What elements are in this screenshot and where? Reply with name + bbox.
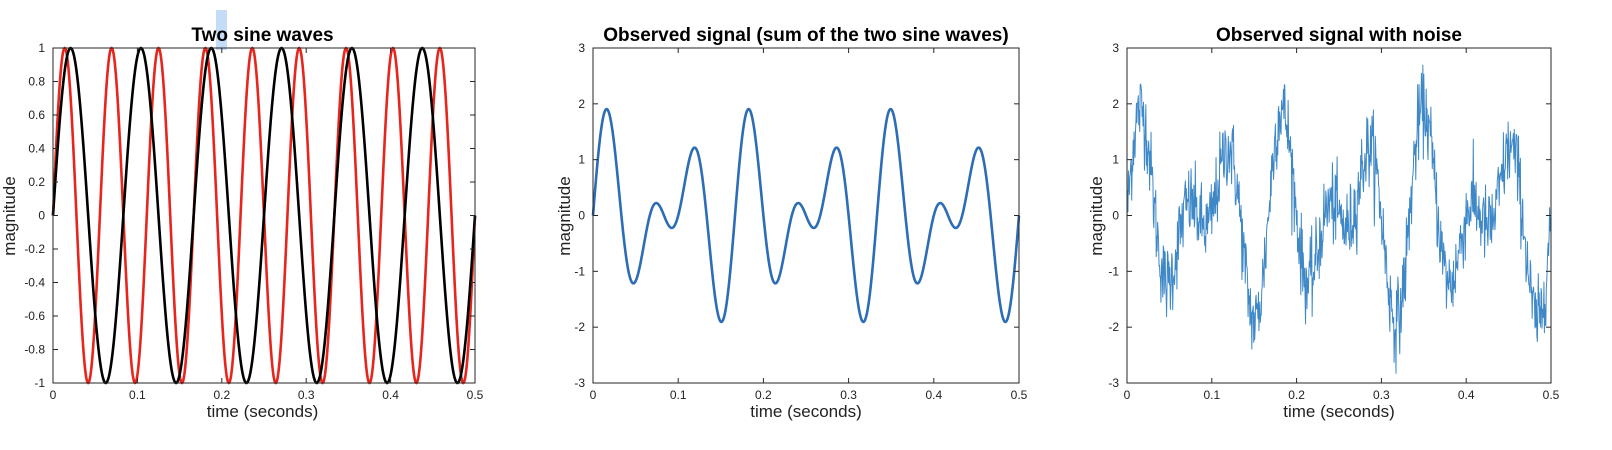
y-tick-label: -3	[1108, 376, 1119, 390]
y-tick-label: -0.8	[24, 343, 45, 357]
y-axis-label: magnitude	[555, 176, 574, 255]
x-axis-label: time (seconds)	[1283, 402, 1394, 421]
y-tick-label: -2	[1108, 320, 1119, 334]
y-tick-label: 1	[578, 153, 585, 167]
y-tick-label: -0.4	[24, 276, 45, 290]
y-tick-label: -1	[1108, 264, 1119, 278]
y-tick-label: 0.6	[28, 108, 45, 122]
x-tick-label: 0.2	[1288, 388, 1305, 402]
x-tick-label: 0	[50, 388, 57, 402]
chart-title: Two sine waves	[191, 25, 333, 46]
selection-highlight	[216, 10, 227, 50]
x-tick-label: 0.4	[1458, 388, 1475, 402]
x-tick-label: 0.2	[755, 388, 772, 402]
x-tick-label: 0.5	[467, 388, 484, 402]
x-tick-label: 0.1	[1203, 388, 1220, 402]
y-tick-label: -0.2	[24, 242, 45, 256]
chart-title: Observed signal with noise	[1216, 25, 1462, 46]
x-tick-label: 0.5	[1011, 388, 1028, 402]
y-tick-label: -1	[34, 376, 45, 390]
y-tick-label: 0.2	[28, 175, 45, 189]
x-tick-label: 0.5	[1543, 388, 1560, 402]
x-tick-label: 0.3	[840, 388, 857, 402]
y-tick-label: 0.4	[28, 142, 45, 156]
y-tick-label: 3	[1112, 41, 1119, 55]
series-line-2	[51, 46, 477, 385]
series-line-1	[1126, 64, 1552, 374]
y-tick-label: 0.8	[28, 75, 45, 89]
x-tick-label: 0.2	[213, 388, 230, 402]
y-tick-label: 1	[1112, 153, 1119, 167]
x-tick-label: 0	[1124, 388, 1131, 402]
plot-area: 0 0.1 0.2 0.3 0.4 0.5 -3 -2 -1 0 1 2 3	[1108, 41, 1559, 402]
chart-panel-observed-signal-with-noise: Observed signal with noise time (seconds…	[1087, 25, 1560, 421]
y-tick-label: 1	[38, 41, 45, 55]
x-tick-label: 0.1	[129, 388, 146, 402]
plot-area: 0 0.1 0.2 0.3 0.4 0.5 -1 -0.8 -0.6 -0.4 -0.2 0 0.2 0.…	[24, 41, 483, 402]
y-tick-label: 2	[578, 97, 585, 111]
y-tick-label: 2	[1112, 97, 1119, 111]
y-tick-label: 0	[1112, 209, 1119, 223]
x-axis-label: time (seconds)	[750, 402, 861, 421]
x-tick-label: 0.3	[1373, 388, 1390, 402]
x-tick-label: 0.1	[670, 388, 687, 402]
x-tick-label: 0.4	[925, 388, 942, 402]
y-axis-label: magnitude	[0, 176, 19, 255]
chart-title: Observed signal (sum of the two sine wav…	[603, 25, 1008, 46]
y-tick-label: -2	[574, 320, 585, 334]
y-axis-label: magnitude	[1087, 176, 1106, 255]
x-tick-label: 0.4	[382, 388, 399, 402]
plot-area: 0 0.1 0.2 0.3 0.4 0.5 -3 -2 -1 0 1 2 3	[574, 41, 1027, 402]
x-tick-label: 0.3	[298, 388, 315, 402]
y-tick-label: 3	[578, 41, 585, 55]
y-tick-label: 0	[38, 209, 45, 223]
y-tick-label: -0.6	[24, 309, 45, 323]
y-tick-label: -3	[574, 376, 585, 390]
series-line-1	[591, 107, 1021, 324]
chart-panel-two-sine-waves: Two sine waves time (seconds) magnitude …	[0, 10, 484, 421]
x-axis-label: time (seconds)	[207, 402, 318, 421]
y-tick-label: 0	[578, 209, 585, 223]
y-tick-label: -1	[574, 264, 585, 278]
chart-panel-observed-signal: Observed signal (sum of the two sine wav…	[555, 25, 1028, 421]
x-tick-label: 0	[590, 388, 597, 402]
